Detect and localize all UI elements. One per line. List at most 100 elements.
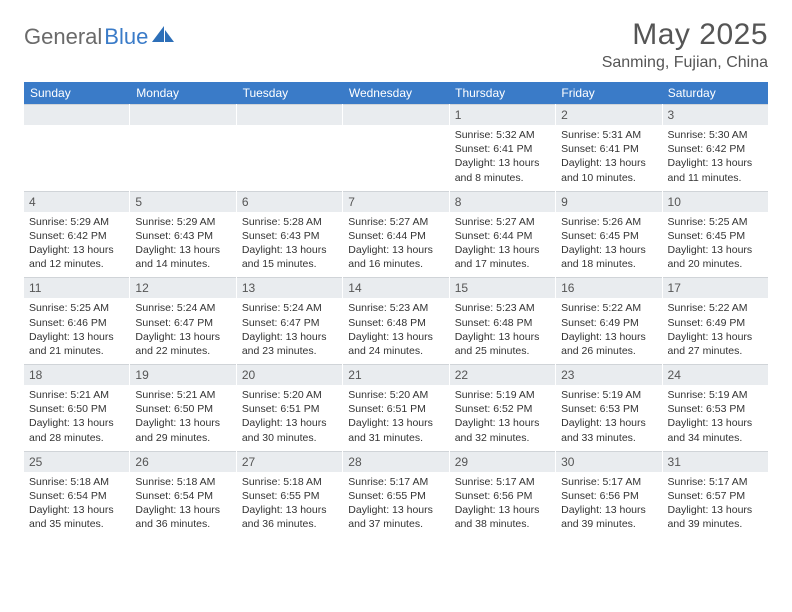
day-number: 27 [237,451,342,472]
day-number: 16 [556,277,661,298]
daylight-text: Daylight: 13 hours and 14 minutes. [135,243,230,271]
daylight-text: Daylight: 13 hours and 16 minutes. [348,243,443,271]
title-block: May 2025 Sanming, Fujian, China [602,18,768,72]
day-content [130,125,235,187]
day-content: Sunrise: 5:24 AMSunset: 6:47 PMDaylight:… [130,298,235,364]
sunrise-text: Sunrise: 5:17 AM [455,475,550,489]
day-content: Sunrise: 5:30 AMSunset: 6:42 PMDaylight:… [663,125,768,191]
daylight-text: Daylight: 13 hours and 30 minutes. [242,416,337,444]
logo: GeneralBlue [24,18,176,50]
sunrise-text: Sunrise: 5:29 AM [29,215,124,229]
day-content: Sunrise: 5:29 AMSunset: 6:43 PMDaylight:… [130,212,235,278]
day-cell: 24Sunrise: 5:19 AMSunset: 6:53 PMDayligh… [663,364,768,451]
day-number: 28 [343,451,448,472]
day-content: Sunrise: 5:22 AMSunset: 6:49 PMDaylight:… [556,298,661,364]
daylight-text: Daylight: 13 hours and 26 minutes. [561,330,656,358]
month-title: May 2025 [602,18,768,52]
sunset-text: Sunset: 6:50 PM [135,402,230,416]
sunset-text: Sunset: 6:50 PM [29,402,124,416]
sunset-text: Sunset: 6:54 PM [135,489,230,503]
day-number: 15 [450,277,555,298]
day-content: Sunrise: 5:25 AMSunset: 6:46 PMDaylight:… [24,298,129,364]
day-number: 1 [450,104,555,125]
day-cell: 25Sunrise: 5:18 AMSunset: 6:54 PMDayligh… [24,451,130,538]
sunrise-text: Sunrise: 5:23 AM [455,301,550,315]
daylight-text: Daylight: 13 hours and 21 minutes. [29,330,124,358]
day-number: 2 [556,104,661,125]
location-text: Sanming, Fujian, China [602,54,768,72]
week-row: 25Sunrise: 5:18 AMSunset: 6:54 PMDayligh… [24,451,768,538]
day-number [237,104,342,125]
weekday-header: Tuesday [237,82,343,104]
sunset-text: Sunset: 6:44 PM [348,229,443,243]
day-cell: 23Sunrise: 5:19 AMSunset: 6:53 PMDayligh… [556,364,662,451]
day-cell: 16Sunrise: 5:22 AMSunset: 6:49 PMDayligh… [556,277,662,364]
sunrise-text: Sunrise: 5:19 AM [455,388,550,402]
day-content: Sunrise: 5:20 AMSunset: 6:51 PMDaylight:… [237,385,342,451]
sunrise-text: Sunrise: 5:25 AM [668,215,763,229]
day-cell: 11Sunrise: 5:25 AMSunset: 6:46 PMDayligh… [24,277,130,364]
day-content: Sunrise: 5:17 AMSunset: 6:56 PMDaylight:… [450,472,555,538]
daylight-text: Daylight: 13 hours and 15 minutes. [242,243,337,271]
day-cell [343,104,449,191]
sunrise-text: Sunrise: 5:21 AM [135,388,230,402]
day-cell: 21Sunrise: 5:20 AMSunset: 6:51 PMDayligh… [343,364,449,451]
sunrise-text: Sunrise: 5:22 AM [561,301,656,315]
sunset-text: Sunset: 6:48 PM [455,316,550,330]
day-number: 25 [24,451,129,472]
daylight-text: Daylight: 13 hours and 24 minutes. [348,330,443,358]
sunset-text: Sunset: 6:49 PM [561,316,656,330]
day-content: Sunrise: 5:27 AMSunset: 6:44 PMDaylight:… [450,212,555,278]
day-content: Sunrise: 5:22 AMSunset: 6:49 PMDaylight:… [663,298,768,364]
day-content: Sunrise: 5:20 AMSunset: 6:51 PMDaylight:… [343,385,448,451]
day-content: Sunrise: 5:18 AMSunset: 6:54 PMDaylight:… [24,472,129,538]
day-number: 8 [450,191,555,212]
daylight-text: Daylight: 13 hours and 36 minutes. [135,503,230,531]
sunset-text: Sunset: 6:42 PM [668,142,763,156]
day-content: Sunrise: 5:17 AMSunset: 6:56 PMDaylight:… [556,472,661,538]
daylight-text: Daylight: 13 hours and 34 minutes. [668,416,763,444]
day-cell: 26Sunrise: 5:18 AMSunset: 6:54 PMDayligh… [130,451,236,538]
day-number: 29 [450,451,555,472]
day-content: Sunrise: 5:21 AMSunset: 6:50 PMDaylight:… [130,385,235,451]
day-number: 6 [237,191,342,212]
sunset-text: Sunset: 6:42 PM [29,229,124,243]
sunrise-text: Sunrise: 5:22 AM [668,301,763,315]
day-content: Sunrise: 5:24 AMSunset: 6:47 PMDaylight:… [237,298,342,364]
day-content: Sunrise: 5:27 AMSunset: 6:44 PMDaylight:… [343,212,448,278]
day-number [343,104,448,125]
day-content: Sunrise: 5:26 AMSunset: 6:45 PMDaylight:… [556,212,661,278]
day-content: Sunrise: 5:17 AMSunset: 6:57 PMDaylight:… [663,472,768,538]
sunset-text: Sunset: 6:56 PM [561,489,656,503]
sunset-text: Sunset: 6:51 PM [348,402,443,416]
day-cell: 15Sunrise: 5:23 AMSunset: 6:48 PMDayligh… [450,277,556,364]
day-content [237,125,342,187]
sunrise-text: Sunrise: 5:27 AM [455,215,550,229]
day-cell: 6Sunrise: 5:28 AMSunset: 6:43 PMDaylight… [237,191,343,278]
day-number: 14 [343,277,448,298]
day-number: 21 [343,364,448,385]
daylight-text: Daylight: 13 hours and 18 minutes. [561,243,656,271]
week-row: 18Sunrise: 5:21 AMSunset: 6:50 PMDayligh… [24,364,768,451]
sunrise-text: Sunrise: 5:17 AM [668,475,763,489]
day-content: Sunrise: 5:23 AMSunset: 6:48 PMDaylight:… [450,298,555,364]
sunrise-text: Sunrise: 5:28 AM [242,215,337,229]
sunset-text: Sunset: 6:52 PM [455,402,550,416]
day-content: Sunrise: 5:25 AMSunset: 6:45 PMDaylight:… [663,212,768,278]
day-cell: 29Sunrise: 5:17 AMSunset: 6:56 PMDayligh… [450,451,556,538]
weekday-header: Monday [130,82,236,104]
day-content: Sunrise: 5:31 AMSunset: 6:41 PMDaylight:… [556,125,661,191]
day-content: Sunrise: 5:19 AMSunset: 6:53 PMDaylight:… [556,385,661,451]
day-number: 23 [556,364,661,385]
day-number: 30 [556,451,661,472]
sunrise-text: Sunrise: 5:20 AM [348,388,443,402]
logo-text-gray: General [24,24,102,50]
day-content: Sunrise: 5:29 AMSunset: 6:42 PMDaylight:… [24,212,129,278]
sunrise-text: Sunrise: 5:21 AM [29,388,124,402]
day-number: 22 [450,364,555,385]
day-number: 5 [130,191,235,212]
day-cell: 12Sunrise: 5:24 AMSunset: 6:47 PMDayligh… [130,277,236,364]
weekday-header: Wednesday [343,82,449,104]
sunrise-text: Sunrise: 5:30 AM [668,128,763,142]
day-cell: 2Sunrise: 5:31 AMSunset: 6:41 PMDaylight… [556,104,662,191]
